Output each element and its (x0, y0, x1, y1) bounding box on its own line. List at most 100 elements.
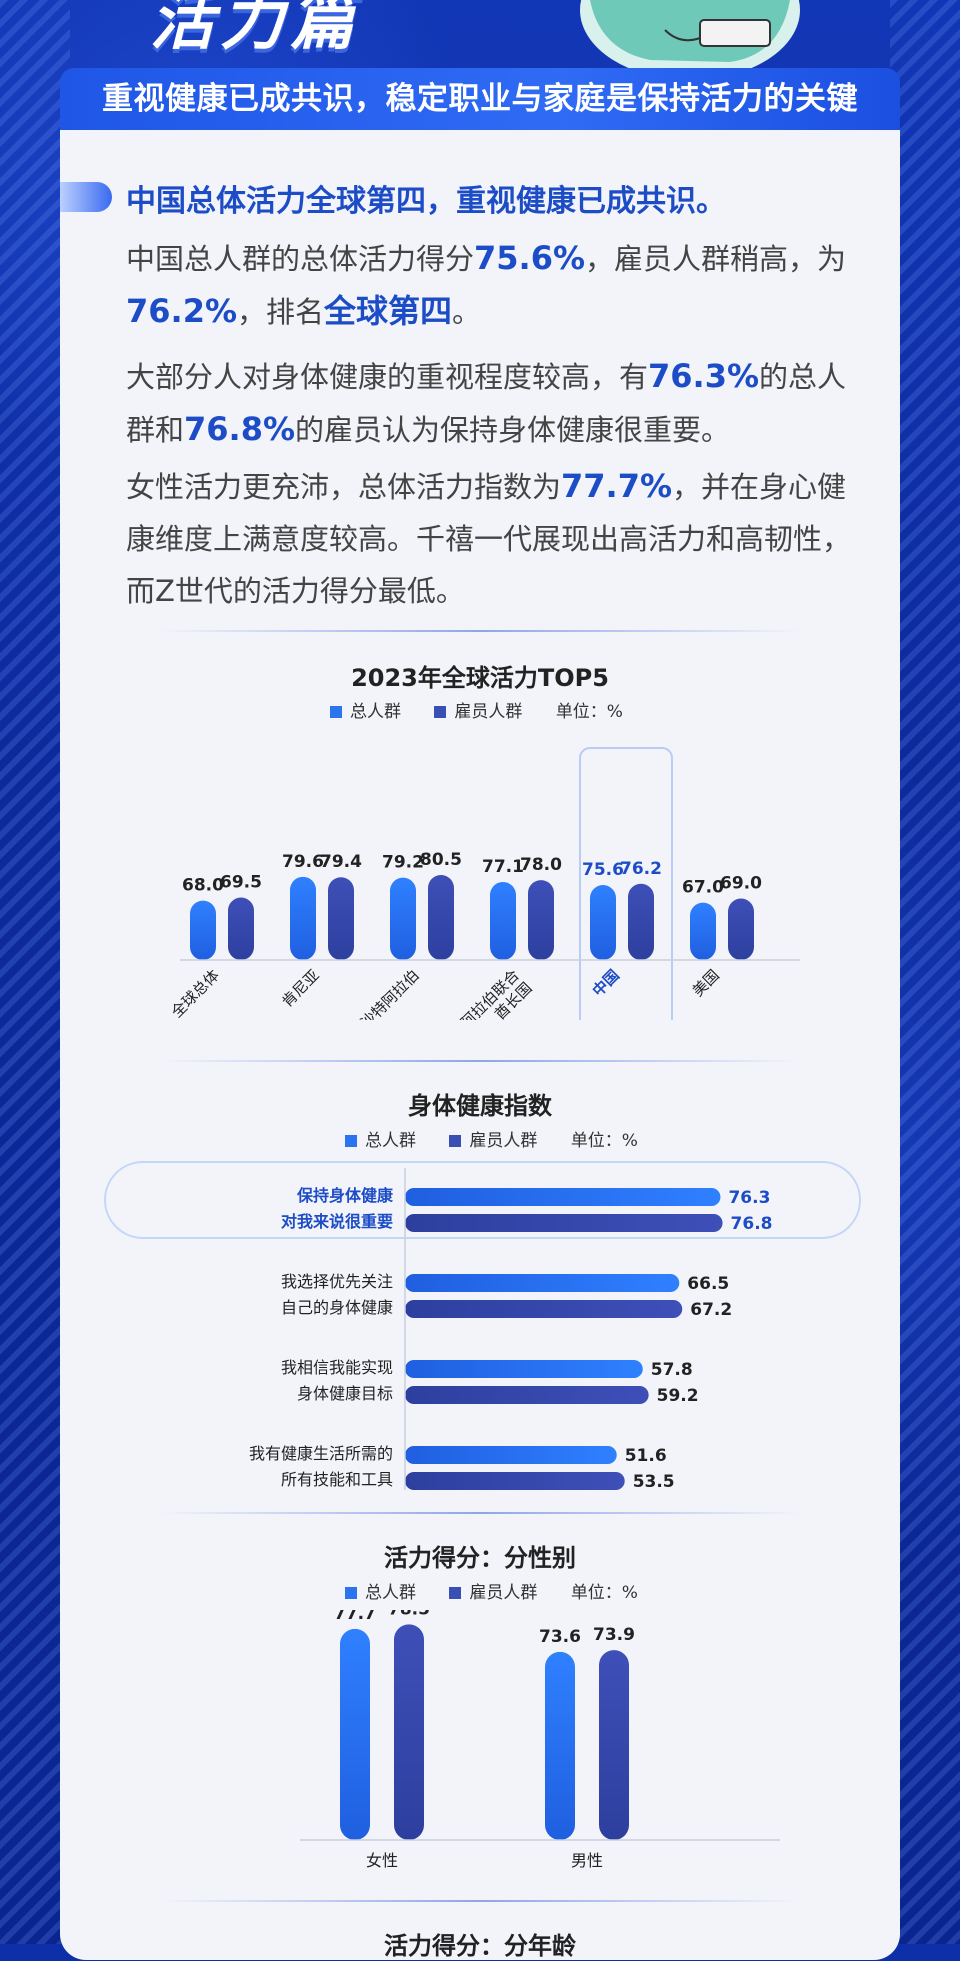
category-label: 肯尼亚 (278, 966, 323, 1011)
person-laptop-illustration (580, 0, 800, 68)
bar (405, 1360, 643, 1378)
bar (405, 1300, 683, 1318)
page-big-title: 活力篇 (150, 0, 360, 59)
category-label-line: 中国 (589, 966, 623, 1000)
data-label: 76.2 (620, 859, 662, 879)
legend-label-employee: 雇员人群 (469, 1583, 538, 1603)
paragraph-text: 的雇员认为保持身体健康很重要。 (295, 413, 731, 447)
legend-unit: 单位：% (555, 702, 623, 722)
data-label: 67.2 (690, 1300, 732, 1320)
bar (728, 898, 754, 960)
category-label: 美国 (689, 966, 723, 1000)
category-label: 我相信我能实现 (281, 1358, 393, 1377)
legend-swatch-employee (449, 1135, 462, 1147)
data-label: 76.3 (728, 1188, 770, 1208)
category-label: 保持身体健康 (296, 1186, 394, 1205)
paragraph-text: ，排名 (237, 295, 325, 329)
chart1-legend: 总人群 雇员人群 单位：% (330, 697, 623, 722)
data-label: 53.5 (633, 1472, 675, 1492)
data-label: 78.5 (388, 1610, 430, 1619)
highlight-value: 76.8% (184, 410, 296, 448)
category-label: 女性 (366, 1851, 398, 1870)
bar (405, 1472, 625, 1490)
chart2-title: 身体健康指数 (408, 1092, 552, 1120)
page-subtitle-banner: 重视健康已成共识，稳定职业与家庭是保持活力的关键 (60, 68, 900, 130)
data-label: 73.9 (593, 1625, 635, 1645)
data-label: 66.5 (687, 1274, 729, 1294)
paragraph-text: 。 (452, 295, 482, 329)
category-label: 自己的身体健康 (281, 1298, 393, 1317)
bar (590, 885, 616, 960)
legend-label-total: 总人群 (365, 1583, 416, 1603)
data-label: 77.1 (482, 857, 524, 877)
heading-pill-decoration (60, 182, 112, 212)
right-stripe-decoration (890, 0, 960, 1944)
category-label: 对我来说很重要 (281, 1212, 393, 1231)
category-label-line: 全球总体 (168, 966, 223, 1020)
legend-unit: 单位：% (570, 1131, 638, 1151)
chart2-legend: 总人群 雇员人群 单位：% (345, 1126, 638, 1151)
data-label: 68.0 (182, 876, 224, 896)
category-label: 我有健康生活所需的 (249, 1444, 393, 1463)
bar (228, 897, 254, 960)
paragraph-2: 大部分人对身体健康的重视程度较高，有76.3%的总人群和76.8%的雇员认为保持… (126, 350, 866, 456)
data-label: 79.2 (382, 853, 424, 873)
bar (545, 1651, 575, 1840)
bar (405, 1386, 649, 1404)
chart3-legend: 总人群 雇员人群 单位：% (345, 1578, 638, 1603)
bar (428, 874, 454, 960)
data-label: 59.2 (657, 1386, 699, 1406)
highlight-value: 76.3% (648, 357, 760, 395)
legend-label-employee: 雇员人群 (469, 1131, 538, 1151)
category-label-line: 沙特阿拉伯 (357, 966, 423, 1020)
legend-swatch-total (330, 706, 342, 718)
data-label: 80.5 (420, 850, 462, 870)
paragraph-3: 女性活力更充沛，总体活力指数为77.7%，并在身心健康维度上满意度较高。千禧一代… (126, 460, 866, 617)
legend-label-total: 总人群 (350, 702, 401, 722)
highlight-frame (579, 747, 673, 1020)
data-label: 79.4 (320, 852, 362, 872)
highlight-value: 77.7% (561, 467, 673, 505)
bar (290, 876, 316, 960)
bar (599, 1650, 629, 1840)
data-label: 77.7 (334, 1610, 376, 1624)
chart3-gender-bar-chart: 77.7 78.5 女性 73.6 73.9 男性 (300, 1610, 780, 1870)
category-label-line: 美国 (689, 966, 723, 1000)
divider-2 (160, 1060, 800, 1062)
highlight-value: 75.6% (474, 239, 586, 277)
category-label: 男性 (571, 1851, 603, 1870)
content-card (60, 130, 900, 1960)
data-label: 76.8 (731, 1214, 773, 1234)
category-label-line: 肯尼亚 (278, 966, 323, 1011)
data-label: 75.6 (582, 860, 624, 880)
chart1-vertical-bar-chart: 68.069.5 全球总体 79.679.4 肯尼亚 79.280.5 沙特阿拉伯 77.1… (168, 747, 800, 1020)
divider-1 (160, 630, 800, 632)
highlight-value: 全球第四 (324, 292, 453, 330)
bar (340, 1628, 370, 1840)
data-label: 78.0 (520, 855, 562, 875)
category-label: 我选择优先关注 (281, 1272, 393, 1291)
bar (628, 883, 654, 960)
legend-label-employee: 雇员人群 (454, 702, 523, 722)
bar (405, 1214, 723, 1232)
category-label: 中国 (589, 966, 623, 1000)
category-label: 身体健康目标 (297, 1384, 393, 1403)
data-label: 69.5 (220, 873, 262, 893)
bar (328, 877, 354, 960)
paragraph-1: 中国总人群的总体活力得分75.6%，雇员人群稍高，为 76.2%，排名全球第四。 (126, 232, 866, 338)
legend-label-total: 总人群 (365, 1131, 416, 1151)
chart3-title: 活力得分：分性别 (384, 1544, 576, 1572)
chart1-title: 2023年全球活力TOP5 (351, 664, 609, 692)
section-heading: 中国总体活力全球第四，重视健康已成共识。 (126, 184, 726, 219)
legend-swatch-total (345, 1587, 357, 1599)
bar (405, 1446, 617, 1464)
legend-swatch-employee (434, 706, 447, 718)
data-label: 67.0 (682, 878, 724, 898)
category-label: 所有技能和工具 (281, 1470, 393, 1489)
legend-swatch-employee (449, 1587, 462, 1599)
bar (405, 1188, 721, 1206)
paragraph-text: 的总人群和 (126, 360, 847, 447)
paragraph-text: ，雇员人群稍高，为 (585, 242, 847, 276)
category-label: 沙特阿拉伯 (357, 966, 423, 1020)
